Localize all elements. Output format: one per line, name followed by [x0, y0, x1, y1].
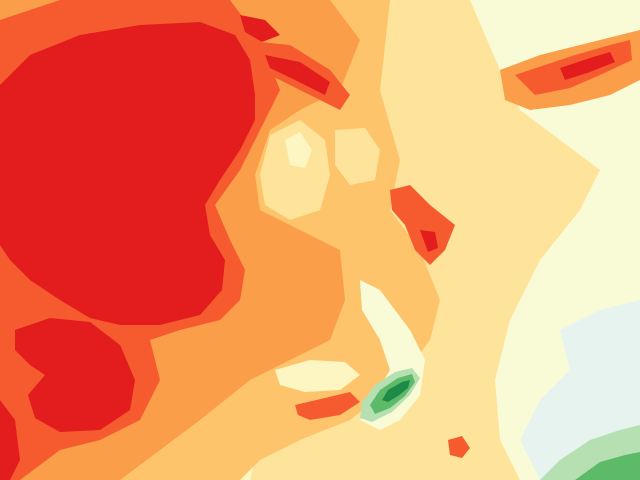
map-region-central-redorange [390, 185, 455, 265]
map-region-north-streak-1-core [265, 55, 330, 95]
map-region-southeast-dot [448, 436, 470, 458]
map-region-valley-green-core [382, 380, 410, 402]
map-region-southwest-red [15, 318, 135, 432]
map-region-southwest-red-edge [0, 400, 20, 480]
map-region-southeast-green-dark [575, 452, 640, 480]
map-region-central-pale-2 [285, 132, 312, 168]
map-region-south-streak [295, 392, 360, 420]
map-region-central-pale-3 [335, 128, 380, 185]
map-region-valley-pale-2 [275, 360, 360, 392]
map-region-central-pale-1 [260, 120, 330, 220]
map-region-north-streak-2 [240, 15, 280, 42]
map-region-west-red-core [0, 22, 255, 325]
map-region-northeast-speckle-core [560, 52, 615, 80]
map-region-central-red-dot [420, 230, 438, 252]
